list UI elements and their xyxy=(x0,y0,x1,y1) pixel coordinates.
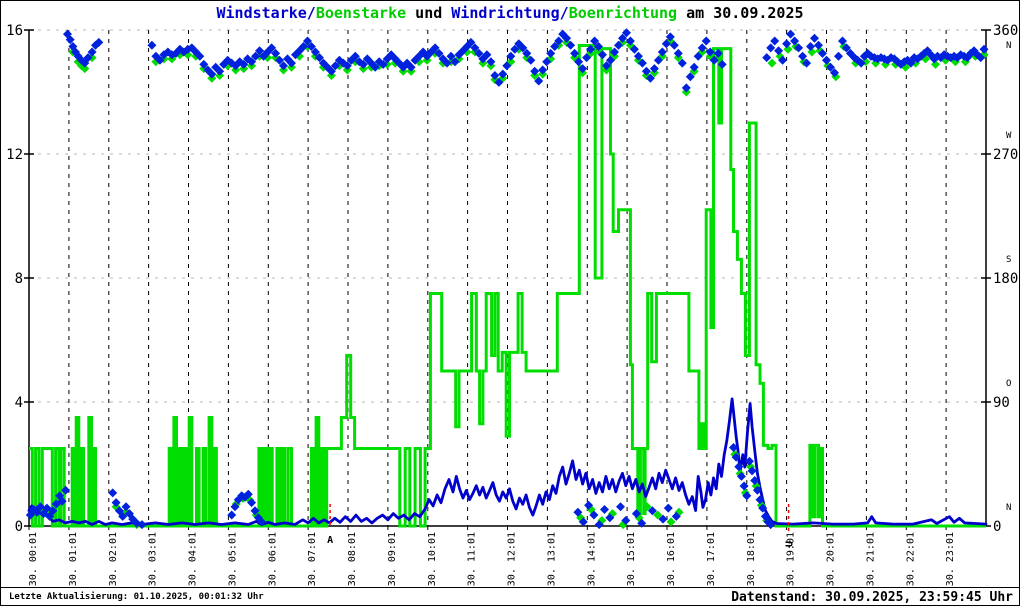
chart-title: Windstarke/Boenstarke und Windrichtung/B… xyxy=(1,4,1019,22)
svg-text:8: 8 xyxy=(15,271,23,287)
svg-text:30. 03:01: 30. 03:01 xyxy=(148,532,159,586)
title-und: und xyxy=(406,4,452,22)
last-update-text: Letzte Aktualisierung: 01.10.2025, 00:01… xyxy=(9,592,264,602)
svg-text:12: 12 xyxy=(6,147,23,163)
svg-text:30. 08:01: 30. 08:01 xyxy=(347,532,358,586)
footer-bar: Letzte Aktualisierung: 01.10.2025, 00:01… xyxy=(1,587,1019,605)
svg-text:30. 19:01: 30. 19:01 xyxy=(786,532,797,586)
svg-text:180: 180 xyxy=(993,271,1018,287)
svg-text:N: N xyxy=(1006,41,1011,51)
svg-text:30. 21:01: 30. 21:01 xyxy=(865,532,876,586)
svg-text:30. 09:01: 30. 09:01 xyxy=(387,532,398,586)
svg-text:360: 360 xyxy=(993,23,1018,39)
svg-text:30. 02:01: 30. 02:01 xyxy=(108,532,119,586)
svg-text:30. 20:01: 30. 20:01 xyxy=(826,532,837,586)
svg-text:4: 4 xyxy=(15,395,23,411)
svg-text:30. 06:01: 30. 06:01 xyxy=(267,532,278,586)
title-boenrichtung: Boenrichtung xyxy=(568,4,678,22)
svg-text:30. 15:01: 30. 15:01 xyxy=(626,532,637,586)
title-windstaerke: Windstarke/ xyxy=(216,4,316,22)
svg-text:A: A xyxy=(327,535,333,546)
svg-text:0: 0 xyxy=(993,519,1001,535)
svg-text:90: 90 xyxy=(993,395,1010,411)
title-boenstaerke: Boenstarke xyxy=(315,4,407,22)
svg-text:30. 18:01: 30. 18:01 xyxy=(746,532,757,586)
title-windrichtung: Windrichtung/ xyxy=(451,4,569,22)
svg-text:270: 270 xyxy=(993,147,1018,163)
svg-text:30. 23:01: 30. 23:01 xyxy=(945,532,956,586)
svg-text:30. 22:01: 30. 22:01 xyxy=(905,532,916,586)
svg-text:30. 07:01: 30. 07:01 xyxy=(307,532,318,586)
svg-text:W: W xyxy=(1006,131,1012,141)
svg-text:30. 13:01: 30. 13:01 xyxy=(546,532,557,586)
svg-text:30. 16:01: 30. 16:01 xyxy=(666,532,677,586)
svg-text:O: O xyxy=(1006,379,1011,389)
svg-text:U: U xyxy=(785,541,796,547)
svg-text:30. 17:01: 30. 17:01 xyxy=(706,532,717,586)
svg-text:30. 04:01: 30. 04:01 xyxy=(188,532,199,586)
svg-text:30. 05:01: 30. 05:01 xyxy=(227,532,238,586)
svg-text:16: 16 xyxy=(6,23,23,39)
svg-text:30. 10:01: 30. 10:01 xyxy=(427,532,438,586)
data-state-text: Datenstand: 30.09.2025, 23:59:45 Uhr xyxy=(731,590,1013,605)
svg-text:30. 00:01: 30. 00:01 xyxy=(28,532,39,586)
svg-text:30. 12:01: 30. 12:01 xyxy=(507,532,518,586)
svg-text:30. 11:01: 30. 11:01 xyxy=(467,532,478,586)
svg-text:S: S xyxy=(1006,255,1011,265)
svg-text:30. 14:01: 30. 14:01 xyxy=(586,532,597,586)
svg-text:30. 01:01: 30. 01:01 xyxy=(68,532,79,586)
svg-text:N: N xyxy=(1006,503,1011,513)
title-date: am 30.09.2025 xyxy=(677,4,804,22)
svg-text:0: 0 xyxy=(15,519,23,535)
